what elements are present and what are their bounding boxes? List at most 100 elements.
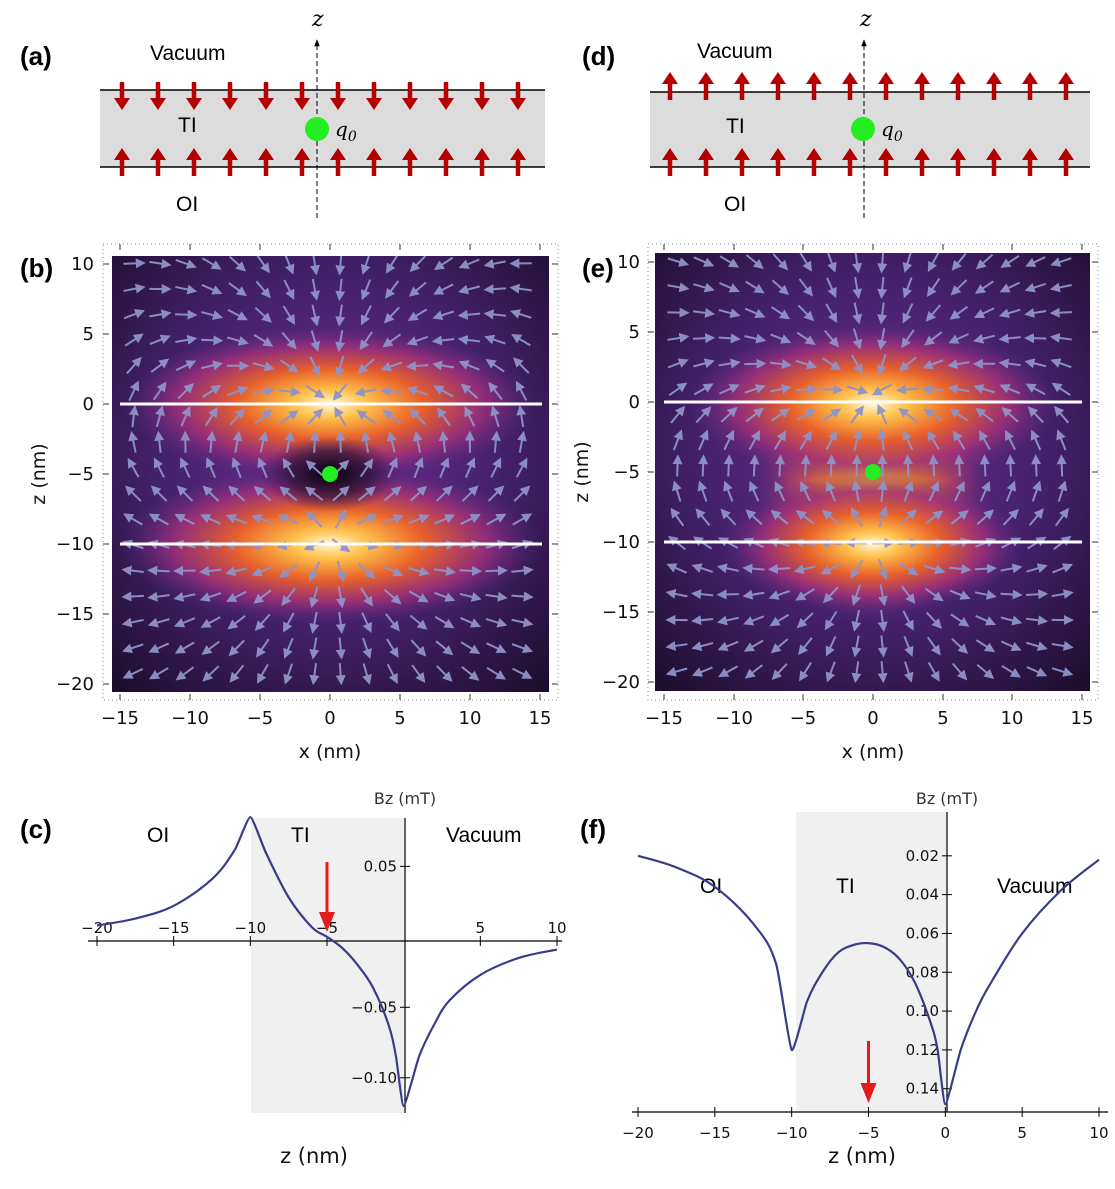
- field-arrow: [1057, 480, 1068, 502]
- panel-b-label: (b): [20, 253, 53, 283]
- field-arrow: [309, 561, 321, 582]
- field-arrow: [202, 665, 220, 682]
- field-arrow: [201, 284, 223, 295]
- field-arrow: [772, 253, 789, 271]
- field-arrow: [851, 635, 862, 658]
- x-tick-label: 0: [941, 1124, 951, 1142]
- charge-label: q0: [881, 117, 903, 145]
- field-arrow: [335, 330, 346, 353]
- charge-position-arrow: [860, 1041, 877, 1103]
- field-arrow: [693, 358, 715, 369]
- field-arrow: [771, 408, 791, 422]
- field-arrow: [305, 385, 325, 399]
- field-arrow: [334, 508, 347, 529]
- field-arrow: [718, 333, 741, 344]
- field-arrow: [947, 384, 970, 395]
- field-arrow: [698, 429, 709, 451]
- spin-arrowhead: [330, 148, 346, 160]
- x-tick-label: −15: [101, 708, 139, 729]
- field-arrow: [361, 430, 371, 453]
- field-arrow: [360, 587, 373, 607]
- spin-arrowhead: [294, 148, 310, 160]
- field-arrow: [852, 302, 863, 325]
- field-arrow: [769, 359, 792, 370]
- field-arrow: [877, 328, 887, 351]
- field-arrow: [770, 306, 791, 320]
- field-arrow: [691, 666, 713, 677]
- field-arrow: [692, 333, 716, 344]
- x-tick-label: −20: [622, 1124, 654, 1142]
- region-ti: TI: [291, 824, 310, 847]
- field-arrow: [515, 380, 528, 401]
- x-tick-label: 10: [459, 708, 482, 729]
- field-arrow: [796, 612, 814, 629]
- y-tick-label: −15: [56, 604, 94, 625]
- field-arrow: [852, 428, 863, 451]
- field-arrow: [998, 358, 1021, 369]
- field-arrow: [693, 282, 715, 293]
- spin-arrowhead: [698, 148, 714, 160]
- field-arrow: [433, 283, 454, 295]
- field-arrow: [485, 617, 508, 628]
- field-arrow: [850, 405, 864, 424]
- z-axis-label: z: [859, 7, 872, 32]
- field-arrow: [976, 509, 994, 526]
- field-arrow: [150, 358, 170, 373]
- field-arrow: [667, 358, 689, 369]
- field-arrow: [460, 641, 481, 654]
- field-arrow: [799, 430, 812, 450]
- field-arrow: [1000, 640, 1022, 652]
- field-arrow: [927, 253, 940, 273]
- spin-arrowhead: [698, 72, 714, 84]
- field-arrow: [256, 663, 269, 684]
- field-arrow: [749, 454, 760, 477]
- field-arrow: [769, 613, 790, 627]
- field-arrow: [256, 256, 270, 274]
- field-arrow: [122, 667, 144, 679]
- panel-e-label: (e): [582, 253, 614, 283]
- field-arrow: [200, 616, 221, 628]
- field-arrow: [998, 308, 1021, 319]
- field-arrow: [924, 331, 943, 346]
- field-arrow: [512, 513, 533, 526]
- y-tick-label: 0: [629, 392, 640, 413]
- field-arrow: [877, 635, 888, 658]
- field-arrow: [670, 405, 686, 424]
- field-arrow: [999, 281, 1021, 293]
- spin-arrowhead: [770, 148, 786, 160]
- field-arrow: [490, 430, 501, 453]
- vacuum-label: Vacuum: [150, 42, 225, 65]
- field-arrow: [483, 258, 506, 269]
- x-tick-label: 15: [529, 708, 552, 729]
- field-arrow: [335, 256, 346, 276]
- region-oi: OI: [147, 824, 169, 847]
- x-tick-label: 0: [867, 708, 878, 729]
- field-arrow: [796, 408, 816, 422]
- panel-d: (d) z Vacuum TI OI q0: [582, 7, 1090, 218]
- field-arrow: [825, 636, 837, 657]
- field-arrow: [902, 429, 914, 451]
- field-arrow: [823, 586, 839, 604]
- field-arrow: [954, 454, 965, 477]
- field-arrow: [924, 587, 944, 602]
- field-arrow: [973, 333, 995, 344]
- y-tick-label: 0.04: [906, 886, 939, 904]
- field-arrow: [202, 485, 220, 502]
- field-arrow: [175, 334, 198, 345]
- x-tick-label: 10: [1089, 1124, 1108, 1142]
- spin-arrowhead: [914, 148, 930, 160]
- vacuum-label: Vacuum: [697, 40, 772, 63]
- field-arrow: [175, 360, 197, 372]
- field-arrow: [718, 358, 741, 369]
- field-arrow: [723, 429, 735, 451]
- field-arrow: [922, 359, 944, 370]
- spin-arrowhead: [294, 98, 310, 110]
- field-arrow: [1025, 256, 1046, 267]
- bz-curve: [96, 815, 558, 1108]
- x-tick-label: −5: [857, 1124, 879, 1142]
- spin-arrowhead: [222, 98, 238, 110]
- field-arrow: [334, 406, 347, 427]
- field-arrow: [975, 615, 997, 626]
- field-arrow: [1049, 332, 1072, 343]
- field-arrow: [1024, 308, 1047, 318]
